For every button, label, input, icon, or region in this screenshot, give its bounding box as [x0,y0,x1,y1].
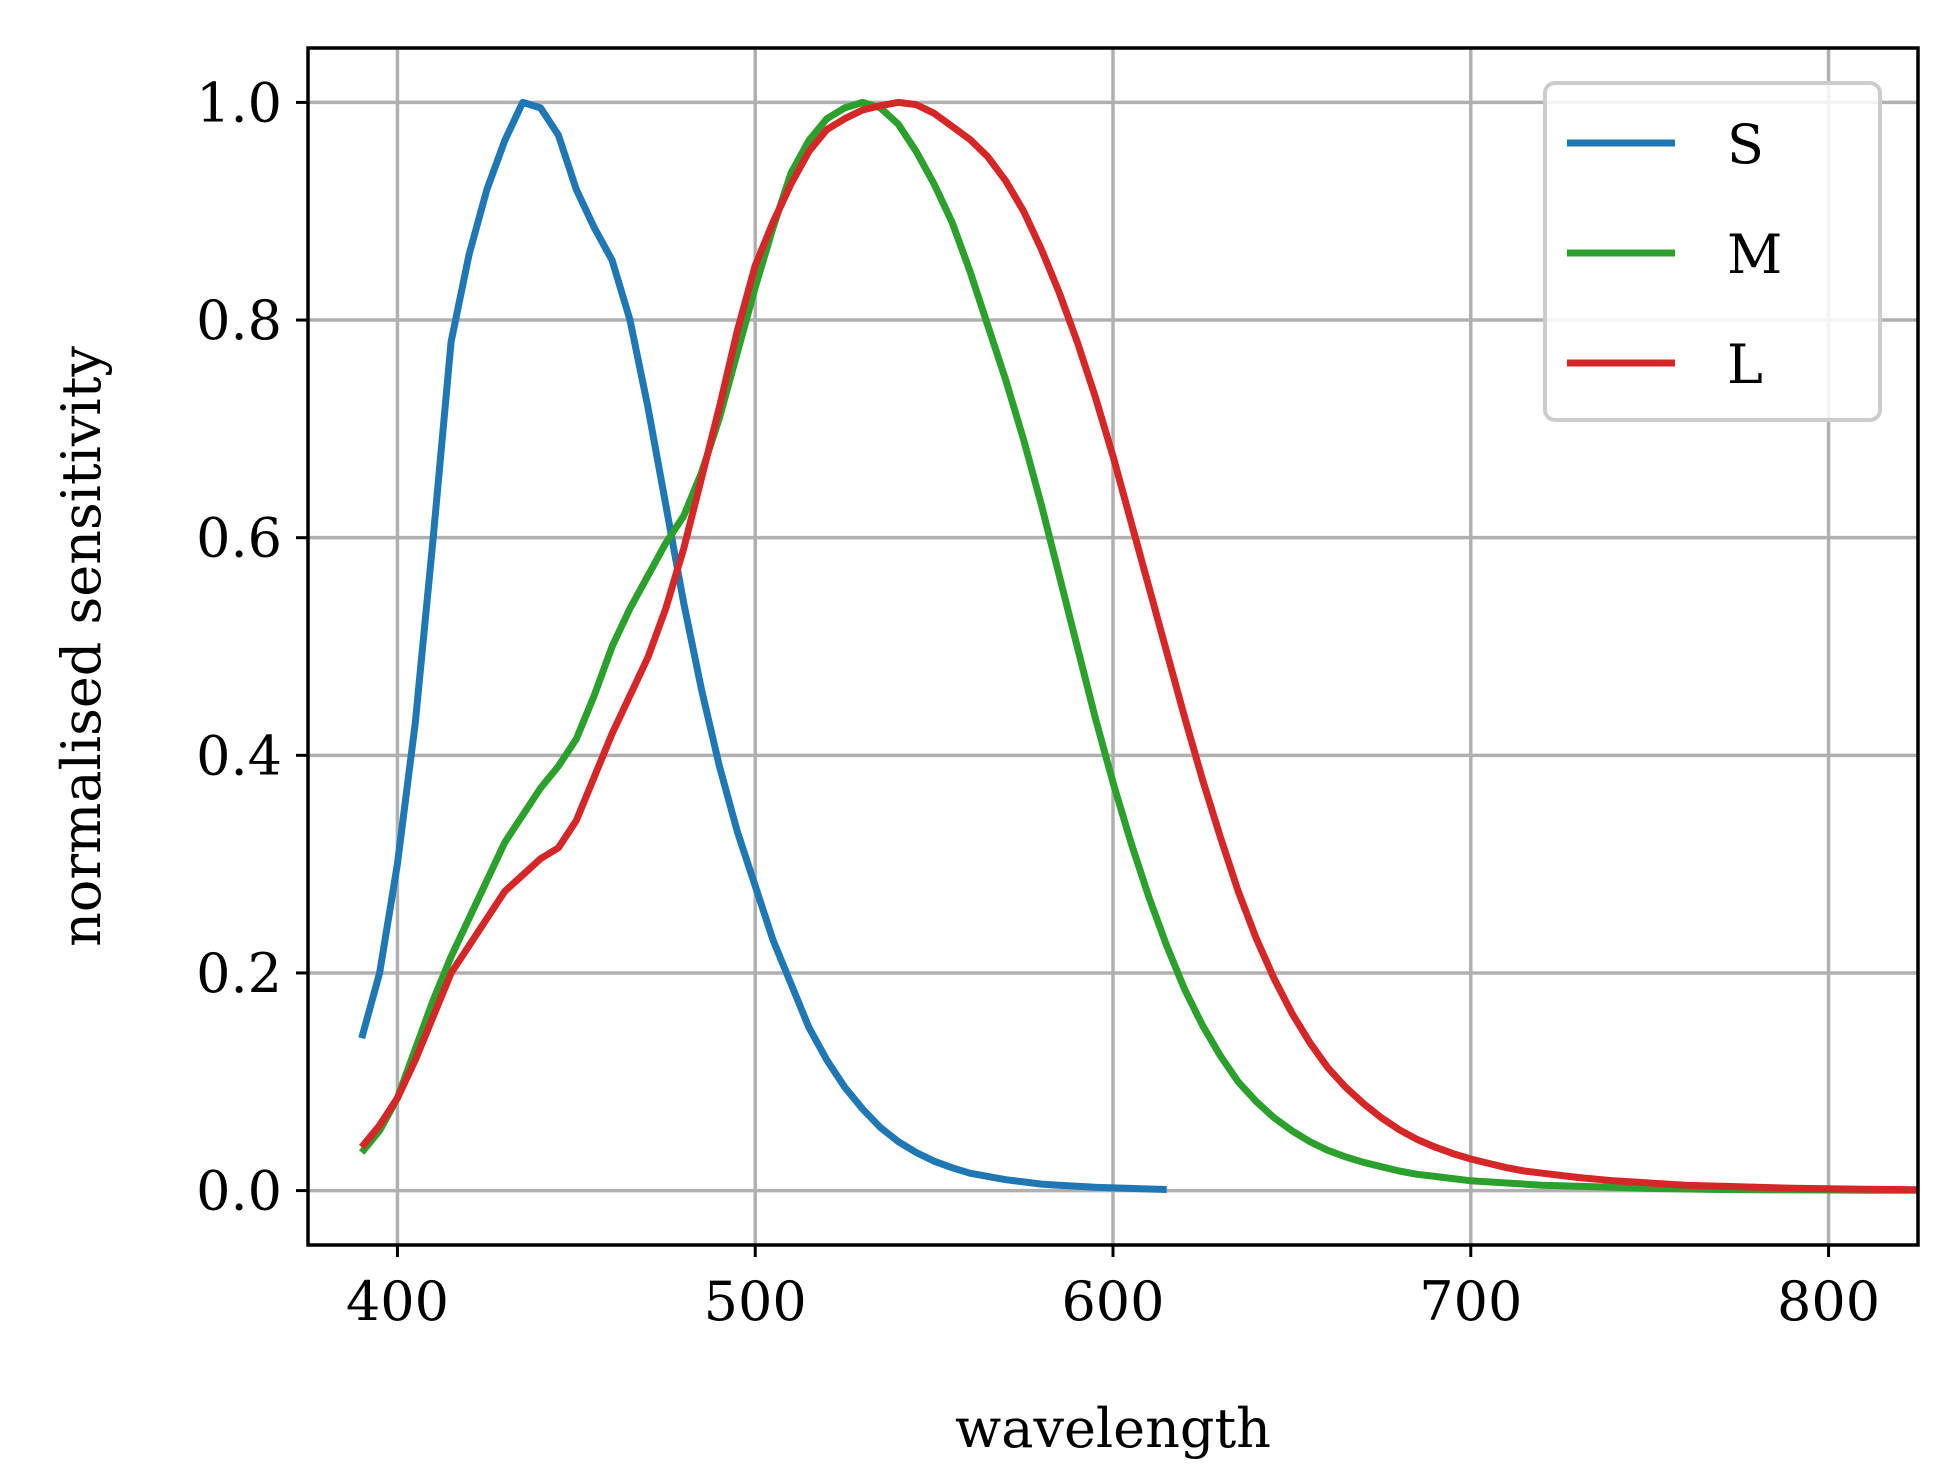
y-tick-label: 0.4 [196,724,282,787]
x-axis: 400 500 600 700 800 [346,1245,1880,1333]
x-axis-title: wavelength [955,1397,1271,1460]
legend-label-S: S [1727,113,1764,176]
series-line-S [358,98,1167,1193]
y-tick-label: 0.8 [196,289,282,352]
y-axis: 0.0 0.2 0.4 0.6 0.8 1.0 [196,71,308,1223]
x-tick-label: 400 [346,1270,449,1333]
y-tick-label: 0.2 [196,942,282,1005]
y-tick-label: 0.0 [196,1160,282,1223]
legend-label-M: M [1727,223,1782,286]
x-tick-label: 800 [1777,1270,1880,1333]
series-line-L [358,98,1918,1194]
y-tick-label: 0.6 [196,507,282,570]
legend-label-L: L [1727,333,1763,396]
x-tick-label: 600 [1061,1270,1164,1333]
legend: SML [1543,81,1882,422]
x-tick-label: 500 [704,1270,807,1333]
plot-area [358,98,1918,1194]
x-tick-label: 700 [1419,1270,1522,1333]
legend-box [1543,81,1882,422]
y-axis-title: normalised sensitivity [50,346,113,947]
series-line-M [358,98,1918,1194]
y-tick-label: 1.0 [196,71,282,134]
